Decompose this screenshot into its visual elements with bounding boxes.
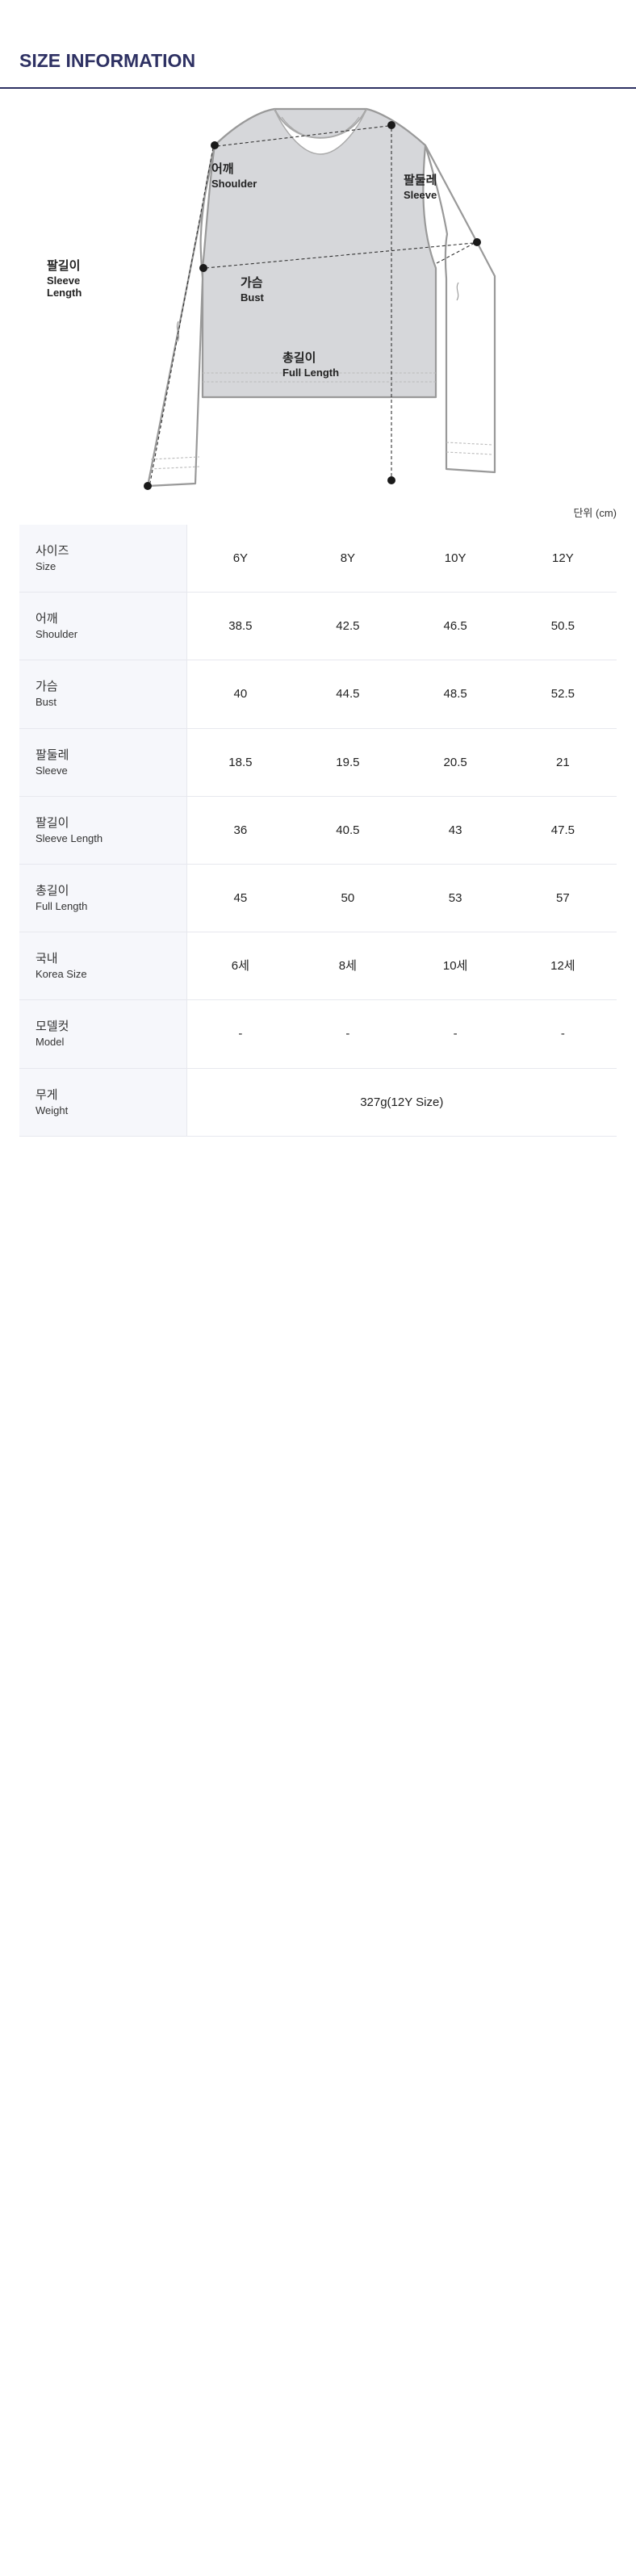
svg-text:Full Length: Full Length [282, 367, 339, 379]
svg-text:가슴: 가슴 [241, 276, 263, 290]
svg-text:Sleeve: Sleeve [47, 274, 80, 287]
svg-text:Shoulder: Shoulder [211, 178, 257, 190]
svg-text:Sleeve: Sleeve [404, 189, 437, 201]
svg-text:총길이: 총길이 [282, 351, 316, 365]
svg-text:Length: Length [47, 287, 82, 299]
svg-text:팔길이: 팔길이 [47, 258, 80, 273]
svg-text:팔둘레: 팔둘레 [404, 173, 437, 187]
svg-text:Bust: Bust [241, 291, 265, 304]
svg-text:어깨: 어깨 [211, 162, 234, 176]
